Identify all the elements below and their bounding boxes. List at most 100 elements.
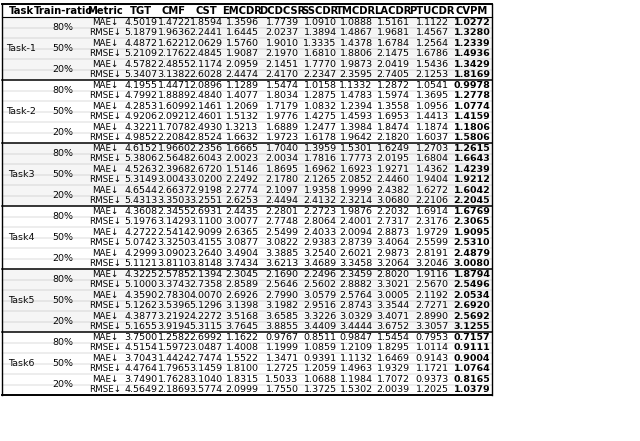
Text: 2.1451: 2.1451 [266,60,298,69]
Text: 1.4867: 1.4867 [339,28,372,37]
Text: 2.5648: 2.5648 [157,154,191,163]
Text: 2.0896: 2.0896 [189,81,223,90]
Text: 2.6021: 2.6021 [339,249,372,258]
Text: 2.6043: 2.6043 [189,154,223,163]
Text: 0.9847: 0.9847 [339,333,372,342]
Text: 3.1398: 3.1398 [225,301,259,310]
Text: 4.3225: 4.3225 [124,270,157,279]
Text: MAE↓: MAE↓ [92,102,118,111]
Text: RMSE↓: RMSE↓ [89,343,121,352]
Text: 5.1976: 5.1976 [125,217,157,226]
Text: 2.7405: 2.7405 [376,70,410,79]
Text: 1.5454: 1.5454 [376,333,410,342]
Text: 0.7157: 0.7157 [454,333,490,342]
Text: 1.2069: 1.2069 [225,102,259,111]
Text: 1.2582: 1.2582 [157,333,191,342]
Text: 1.9723: 1.9723 [266,133,299,142]
Text: 1.2875: 1.2875 [303,91,337,100]
Text: 1.6249: 1.6249 [376,144,410,153]
Text: 1.0541: 1.0541 [415,81,449,90]
Text: 1.3725: 1.3725 [303,385,337,394]
Text: 2.2356: 2.2356 [189,144,223,153]
Text: 1.6272: 1.6272 [415,186,449,195]
Text: 2.4855: 2.4855 [157,60,191,69]
Text: 1.6804: 1.6804 [415,154,449,163]
Text: 3.1255: 3.1255 [454,322,490,331]
Text: 2.3459: 2.3459 [339,270,372,279]
Text: 1.4413: 1.4413 [415,112,449,121]
Text: 3.2064: 3.2064 [376,259,410,268]
Text: RMSE↓: RMSE↓ [89,301,121,310]
Text: 1.6099: 1.6099 [157,102,191,111]
Text: RMSE↓: RMSE↓ [89,322,121,331]
Text: 2.0921: 2.0921 [157,112,191,121]
Text: 3.0680: 3.0680 [376,196,410,205]
Text: 2.0959: 2.0959 [225,60,259,69]
Text: 1.9116: 1.9116 [415,270,449,279]
Text: 1.3984: 1.3984 [339,123,372,132]
Text: 1.6889: 1.6889 [266,123,298,132]
Text: Task-2: Task-2 [6,107,36,116]
Text: 1.6632: 1.6632 [225,133,259,142]
Text: 1.8474: 1.8474 [376,123,410,132]
Text: 1.2109: 1.2109 [339,343,372,352]
Text: 3.4904: 3.4904 [225,249,259,258]
Text: 2.5310: 2.5310 [454,238,490,247]
Text: 1.8806: 1.8806 [339,49,372,58]
Text: 5.4313: 5.4313 [124,196,157,205]
Text: 2.0034: 2.0034 [266,154,299,163]
Text: RMSE↓: RMSE↓ [89,133,121,142]
Text: 2.4930: 2.4930 [189,123,223,132]
Text: 2.6992: 2.6992 [189,333,223,342]
Text: 1.7078: 1.7078 [157,123,191,132]
Text: 3.2540: 3.2540 [303,249,337,258]
Text: 1.4159: 1.4159 [454,112,490,121]
Text: 2.5764: 2.5764 [339,291,372,300]
Text: 1.8100: 1.8100 [225,364,259,373]
Text: 5.3115: 5.3115 [189,322,223,331]
Text: 2.9198: 2.9198 [189,186,223,195]
Text: 1.3429: 1.3429 [454,60,490,69]
Text: RMSE↓: RMSE↓ [89,196,121,205]
Text: 3.7043: 3.7043 [124,354,157,363]
Text: 0.9111: 0.9111 [454,343,490,352]
Text: 2.9099: 2.9099 [189,228,223,237]
Text: 4.9852: 4.9852 [125,133,157,142]
Text: 80%: 80% [52,338,74,347]
Text: Train-ratio: Train-ratio [33,5,93,15]
Text: 50%: 50% [52,296,74,305]
Text: MAE↓: MAE↓ [92,186,118,195]
Text: 3.7500: 3.7500 [124,333,157,342]
Text: 1.6923: 1.6923 [339,165,372,174]
Text: 4.9206: 4.9206 [125,112,157,121]
Text: 1.3213: 1.3213 [225,123,259,132]
Text: 20%: 20% [52,254,74,263]
Text: 1.8034: 1.8034 [266,91,299,100]
Text: 1.9636: 1.9636 [157,28,191,37]
Text: 1.4783: 1.4783 [339,91,372,100]
Text: 1.5522: 1.5522 [225,354,259,363]
Text: 1.4593: 1.4593 [339,112,372,121]
Text: CVPM: CVPM [456,5,488,15]
Text: 2.0039: 2.0039 [376,385,410,394]
Bar [2,17,492,80]
Text: RMSE↓: RMSE↓ [89,217,121,226]
Text: 1.7816: 1.7816 [303,154,337,163]
Text: 2.6926: 2.6926 [225,291,259,300]
Text: 1.3894: 1.3894 [303,28,337,37]
Text: 1.8794: 1.8794 [454,270,490,279]
Text: 2.8882: 2.8882 [339,280,372,289]
Text: 2.4840: 2.4840 [189,91,223,100]
Text: 2.0094: 2.0094 [339,228,372,237]
Text: 4.5649: 4.5649 [125,385,157,394]
Text: 2.0419: 2.0419 [376,60,410,69]
Text: 1.0158: 1.0158 [303,81,337,90]
Text: 2.4132: 2.4132 [303,196,337,205]
Text: 2.4001: 2.4001 [339,217,372,226]
Text: 2.4033: 2.4033 [303,228,337,237]
Text: 5.1296: 5.1296 [189,301,223,310]
Text: 1.6914: 1.6914 [415,207,449,216]
Text: 3.0043: 3.0043 [157,175,191,184]
Text: 5.0742: 5.0742 [125,238,157,247]
Text: 1.0272: 1.0272 [454,18,490,27]
